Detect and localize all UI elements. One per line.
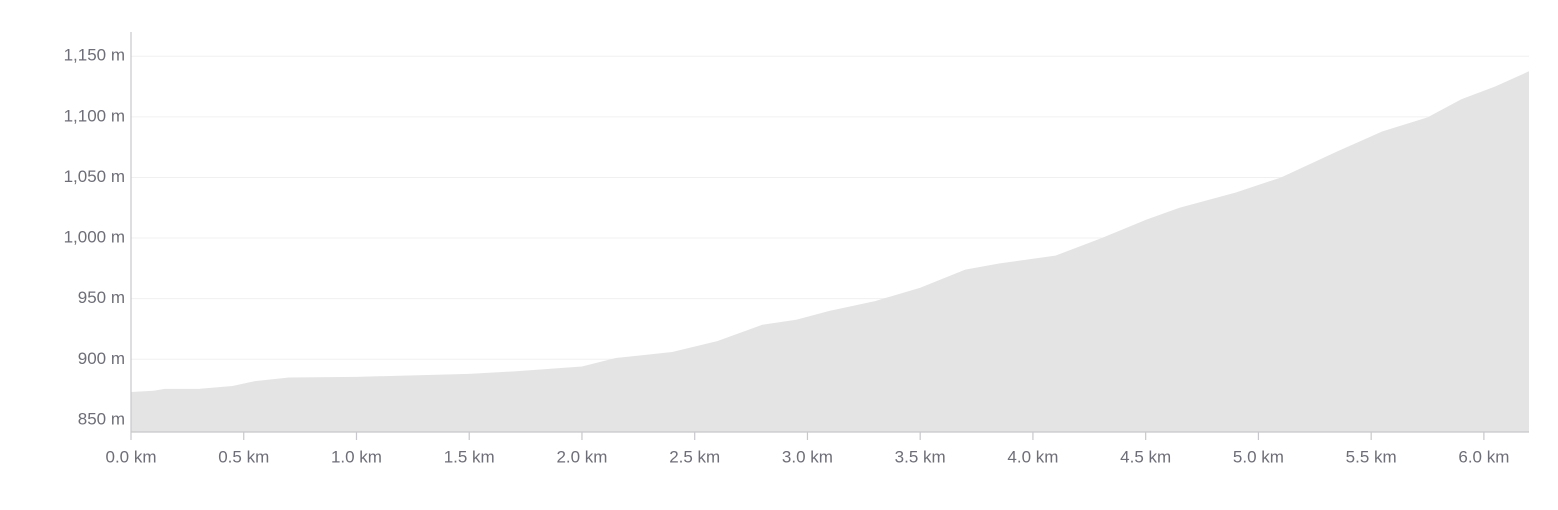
axes: 850 m 900 m 950 m 1,000 m 1,050 m 1,100 m 1,15…	[64, 32, 1529, 466]
y-tick-label: 1,150 m	[64, 46, 125, 65]
x-tick-label: 3.5 km	[895, 447, 946, 466]
y-tick-label: 950 m	[78, 288, 125, 307]
x-tick-label: 6.0 km	[1458, 447, 1509, 466]
y-tick-label: 1,100 m	[64, 106, 125, 125]
grid	[131, 55, 1529, 421]
x-tick-label: 5.0 km	[1233, 447, 1284, 466]
x-tick-label: 5.5 km	[1346, 447, 1397, 466]
x-tick-label: 2.0 km	[556, 447, 607, 466]
plot	[131, 71, 1529, 432]
x-tick-label: 2.5 km	[669, 447, 720, 466]
y-tick-label: 1,050 m	[64, 167, 125, 186]
elevation-area	[131, 71, 1529, 432]
y-tick-label: 850 m	[78, 409, 125, 428]
y-tick-label: 1,000 m	[64, 228, 125, 247]
x-tick-label: 0.0 km	[105, 447, 156, 466]
x-tick-label: 0.5 km	[218, 447, 269, 466]
y-tick-label: 900 m	[78, 349, 125, 368]
x-tick-label: 1.0 km	[331, 447, 382, 466]
x-tick-label: 3.0 km	[782, 447, 833, 466]
x-tick-label: 4.0 km	[1007, 447, 1058, 466]
x-tick-label: 1.5 km	[444, 447, 495, 466]
x-tick-label: 4.5 km	[1120, 447, 1171, 466]
